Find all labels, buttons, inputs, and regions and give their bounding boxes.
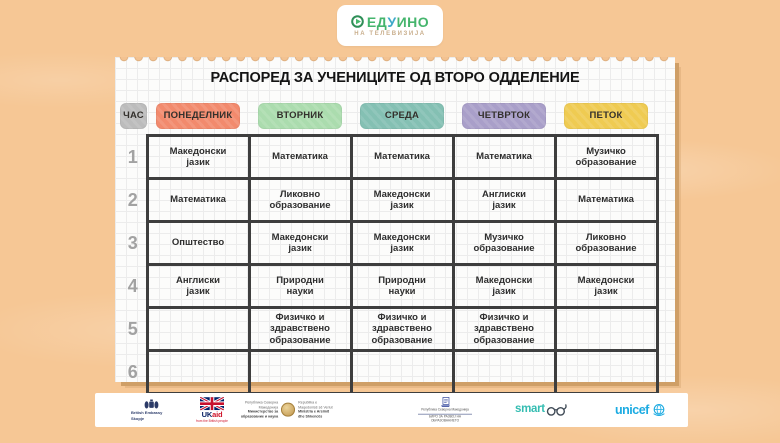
day-chip: ВТОРНИК [258,103,342,129]
subject-cell: Ликовно образование [553,220,659,266]
day-chip: СРЕДА [360,103,444,129]
schedule-title: РАСПОРЕД ЗА УЧЕНИЦИТЕ ОД ВТОРО ОДДЕЛЕНИЕ [210,70,580,86]
subject-cell: Математика [145,177,251,223]
ministry-mk-line1: Република Северна Македонија [244,400,279,410]
partner-logos-bar: British Embassy Skopje UKaid from the Br… [95,393,688,427]
uk-flag-icon [200,397,224,411]
ministry-sq-line1: Republika e Maqedonisë së Veriut [298,400,333,410]
schedule-body: 1 Македонски јазик Математика Математика… [120,134,659,395]
subject-cell [451,349,557,395]
ukaid-uk-text: UK [201,410,213,420]
embassy-crest-icon [144,399,158,409]
bureau-line2: БИРО ЗА РАЗВОЈ НА ОБРАЗОВАНИЕТО [428,414,462,423]
paper-perforation [117,57,673,65]
subject-cell: Математика [451,134,557,180]
day-header: ВТОРНИК [249,102,351,136]
hour-cell: 6 [127,361,138,382]
schedule-table: ЧАС ПОНЕДЕЛНИК ВТОРНИК СРЕДА ЧЕТВРТОК ПЕ… [120,102,659,395]
embassy-label-line1: British Embassy [131,409,163,415]
bureau-education-logo: Република Северна Македонија БИРО ЗА РАЗ… [415,397,475,424]
ministry-mk-line2: Министерство за образование и наука [240,410,279,419]
subject-cell: Музичко образование [451,220,557,266]
bureau-emblem-icon [440,397,450,407]
hour-header-chip: ЧАС [120,103,147,129]
ministry-education-logo: Република Северна Македонија Министерств… [233,401,335,420]
ukaid-tagline: from the British people [196,418,228,423]
hour-header: ЧАС [120,102,147,136]
ukaid-logo: UKaid from the British people [195,397,229,423]
subject-cell [553,349,659,395]
unicef-logo: unicef [615,403,666,417]
smartup-logo: smart [515,403,568,417]
subject-cell: Англиски јазик [451,177,557,223]
schedule-paper: РАСПОРЕД ЗА УЧЕНИЦИТЕ ОД ВТОРО ОДДЕЛЕНИЕ… [115,57,675,395]
schedule-row: 2 Математика Ликовно образование Македон… [120,177,659,223]
bureau-line1: Република Северна Македонија [421,407,469,412]
play-icon [351,15,364,28]
subject-cell: Математика [349,134,455,180]
ministry-text-mk: Република Северна Македонија Министерств… [233,401,278,420]
subject-cell: Математика [247,134,353,180]
eduino-logo-card: ЕДУИНО НА ТЕЛЕВИЗИЈА [337,5,443,46]
subject-cell: Математика [553,177,659,223]
day-header: ПЕТОК [555,102,657,136]
subject-cell: Македонски јазик [145,134,251,180]
subject-cell [145,306,251,352]
subject-cell: Физичко и здравствено образование [247,306,353,352]
brand-wordmark: ЕДУИНО [366,13,430,30]
smartup-glasses-icon [546,404,567,416]
subject-cell [553,306,659,352]
hour-cell: 1 [127,146,138,167]
subject-cell: Природни науки [247,263,353,309]
schedule-row: 1 Македонски јазик Математика Математика… [120,134,659,180]
schedule-row: 3 Општество Македонски јазик Македонски … [120,220,659,266]
subject-cell: Англиски јазик [145,263,251,309]
schedule-row: 4 Англиски јазик Природни науки Природни… [120,263,659,309]
subject-cell: Општество [145,220,251,266]
hour-cell: 2 [127,189,138,210]
bureau-divider [418,413,472,415]
schedule-row: 5 Физичко и здравствено образование Физи… [120,306,659,352]
subject-cell: Физичко и здравствено образование [451,306,557,352]
subject-cell: Природни науки [349,263,455,309]
brand-row: ЕДУИНО [351,15,429,29]
subject-cell [145,349,251,395]
unicef-text: unicef [615,402,649,417]
day-header: ЧЕТВРТОК [453,102,555,136]
subject-cell: Македонски јазик [349,177,455,223]
british-embassy-logo: British Embassy Skopje [131,399,171,421]
day-header: СРЕДА [351,102,453,136]
embassy-label-line2: Skopje [131,415,145,421]
subject-cell [349,349,455,395]
day-header-row: ЧАС ПОНЕДЕЛНИК ВТОРНИК СРЕДА ЧЕТВРТОК ПЕ… [120,102,657,136]
brand-subtitle: НА ТЕЛЕВИЗИЈА [354,30,426,37]
schedule-row: 6 [120,349,659,395]
day-header: ПОНЕДЕЛНИК [147,102,249,136]
day-chip: ПЕТОК [564,103,648,129]
ministry-emblem-icon [281,403,296,417]
day-chip: ПОНЕДЕЛНИК [156,103,240,129]
subject-cell: Македонски јазик [553,263,659,309]
ukaid-aid-text: aid [212,410,223,420]
unicef-globe-icon [653,404,665,416]
day-chip: ЧЕТВРТОК [462,103,546,129]
subject-cell: Македонски јазик [247,220,353,266]
subject-cell: Музичко образование [553,134,659,180]
hour-cell: 5 [127,318,138,339]
ministry-text-sq: Republika e Maqedonisë së Veriut Ministr… [298,401,335,420]
subject-cell [247,349,353,395]
ministry-sq-line2: Ministria e Arsimit dhe Shkencës [298,410,330,419]
smartup-text: smart [515,403,545,416]
hour-cell: 3 [127,232,138,253]
subject-cell: Македонски јазик [349,220,455,266]
subject-cell: Ликовно образование [247,177,353,223]
subject-cell: Македонски јазик [451,263,557,309]
hour-cell: 4 [127,275,138,296]
ukaid-wordmark: UKaid [202,411,223,419]
subject-cell: Физичко и здравствено образование [349,306,455,352]
